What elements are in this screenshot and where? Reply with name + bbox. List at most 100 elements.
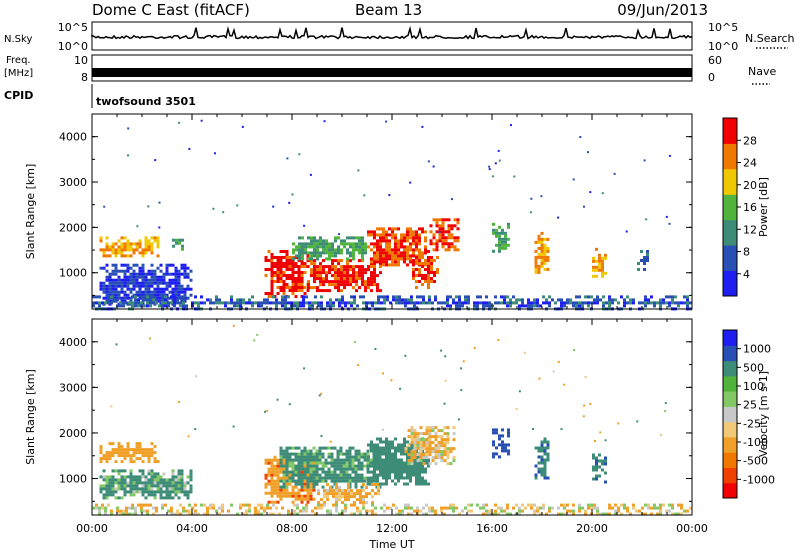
data-cell <box>297 491 301 495</box>
data-cell <box>333 476 337 480</box>
data-cell <box>540 258 544 262</box>
data-cell <box>422 512 425 516</box>
data-cell <box>361 277 364 281</box>
data-cell <box>350 492 353 496</box>
data-cell <box>150 478 154 482</box>
data-cell <box>141 254 145 258</box>
data-cell <box>309 458 313 462</box>
data-cell <box>264 256 268 259</box>
data-cell <box>215 301 218 305</box>
data-cell <box>333 473 337 477</box>
data-cell <box>407 435 411 439</box>
data-cell <box>379 262 382 266</box>
data-cell <box>424 470 427 474</box>
data-cell <box>297 265 301 268</box>
data-cell <box>105 293 109 297</box>
data-cell <box>355 274 358 278</box>
data-cell <box>534 270 538 274</box>
data-cell <box>470 503 473 507</box>
data-cell <box>102 469 106 473</box>
data-cell <box>644 295 647 299</box>
data-cell <box>108 481 112 485</box>
data-cell <box>141 481 145 485</box>
data-cell <box>239 301 242 305</box>
data-cell <box>156 460 160 464</box>
data-cell <box>174 475 178 479</box>
data-cell <box>147 469 151 473</box>
data-cell <box>276 271 280 274</box>
data-cell <box>596 506 599 510</box>
data-cell <box>371 489 374 493</box>
freq-tick-lo: 8 <box>81 71 88 84</box>
data-cell <box>394 236 397 240</box>
data-cell <box>132 490 136 494</box>
data-cell <box>141 448 145 452</box>
data-cell <box>326 492 329 496</box>
data-cell <box>206 512 209 516</box>
data-cell <box>305 301 308 305</box>
data-cell <box>270 271 274 274</box>
data-cell <box>143 503 146 507</box>
data-cell <box>506 301 509 305</box>
data-cell <box>632 301 635 305</box>
data-cell <box>309 455 313 459</box>
data-cell <box>300 494 304 498</box>
data-cell <box>98 295 101 299</box>
data-cell <box>114 254 118 258</box>
data-cell <box>379 260 382 264</box>
data-cell <box>294 446 298 450</box>
speckle <box>127 154 129 157</box>
data-cell <box>177 475 181 479</box>
speckle <box>286 157 289 160</box>
data-cell <box>309 491 313 495</box>
data-cell <box>373 449 376 453</box>
data-cell <box>382 230 385 234</box>
data-cell <box>509 512 512 516</box>
data-cell <box>373 473 376 477</box>
data-cell <box>95 301 98 305</box>
data-cell <box>276 467 280 471</box>
data-cell <box>298 257 301 261</box>
data-cell <box>330 458 334 462</box>
data-cell <box>128 506 131 510</box>
data-cell <box>126 448 130 452</box>
data-cell <box>285 449 289 453</box>
data-cell <box>156 296 160 300</box>
speckle <box>601 192 604 195</box>
data-cell <box>111 293 115 297</box>
data-cell <box>376 254 379 258</box>
data-cell <box>333 458 337 462</box>
data-cell <box>159 493 163 497</box>
data-cell <box>302 304 305 308</box>
data-cell <box>99 266 103 270</box>
data-cell <box>303 449 307 453</box>
data-cell <box>608 506 611 510</box>
data-cell <box>363 464 367 468</box>
data-cell <box>367 283 370 287</box>
data-cell <box>147 448 151 452</box>
data-cell <box>329 512 332 516</box>
data-cell <box>339 470 343 474</box>
data-cell <box>421 274 424 277</box>
data-cell <box>447 245 451 249</box>
data-cell <box>288 491 292 495</box>
data-cell <box>147 242 151 246</box>
data-cell <box>367 479 370 483</box>
data-cell <box>257 301 260 305</box>
data-cell <box>432 248 436 252</box>
data-cell <box>337 236 340 240</box>
data-cell <box>500 509 503 513</box>
data-cell <box>584 295 587 299</box>
data-cell <box>376 437 379 441</box>
data-cell <box>348 458 352 462</box>
data-cell <box>424 236 427 240</box>
data-cell <box>566 509 569 513</box>
data-cell <box>419 426 423 430</box>
data-cell <box>518 509 521 513</box>
data-cell <box>534 446 538 450</box>
data-cell <box>291 292 295 295</box>
data-cell <box>279 446 283 450</box>
data-cell <box>306 485 310 489</box>
data-cell <box>279 485 283 489</box>
data-cell <box>338 301 341 305</box>
